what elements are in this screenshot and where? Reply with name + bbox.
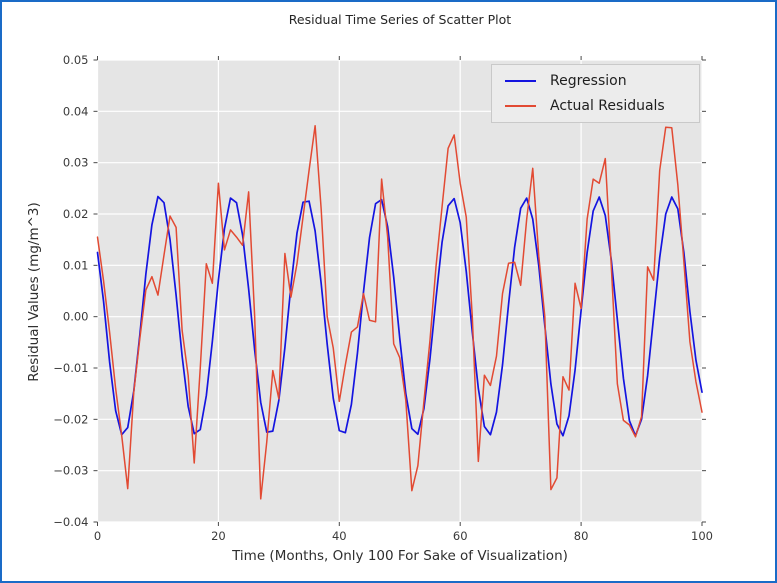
y-tick-label: −0.01	[53, 361, 88, 375]
plot-area	[97, 60, 702, 522]
y-tick-label: 0.02	[63, 207, 89, 221]
y-tick-label: 0.03	[63, 156, 89, 170]
legend-item-regression: Regression	[505, 73, 699, 89]
y-tick-label: 0.00	[63, 310, 89, 324]
x-tick-label: 100	[691, 529, 713, 543]
x-tick-label: 80	[574, 529, 589, 543]
x-tick-label: 40	[332, 529, 347, 543]
y-tick-label: 0.01	[63, 258, 89, 272]
x-tick-label: 60	[453, 529, 468, 543]
y-tick-label: 0.05	[63, 53, 89, 67]
x-axis-label: Time (Months, Only 100 For Sake of Visua…	[232, 548, 568, 564]
chart-title: Residual Time Series of Scatter Plot	[288, 12, 512, 27]
y-tick-label: −0.04	[53, 515, 88, 529]
legend-item-actual-residuals: Actual Residuals	[505, 98, 699, 114]
regression-line	[96, 195, 703, 437]
legend-label-regression: Regression	[550, 73, 627, 90]
y-tick-label: −0.03	[53, 464, 88, 478]
y-tick-label: −0.02	[53, 412, 88, 426]
actual-residuals-line-swatch	[505, 104, 536, 107]
y-axis-label: Residual Values (mg/m^3)	[26, 202, 42, 382]
regression-line-swatch	[505, 80, 536, 83]
y-tick-label: 0.04	[63, 104, 89, 118]
x-tick-label: 20	[211, 529, 226, 543]
legend: Regression Actual Residuals	[491, 64, 700, 123]
legend-label-actual-residuals: Actual Residuals	[550, 97, 665, 114]
actual-residuals-line	[96, 124, 703, 500]
x-tick-label: 0	[94, 529, 101, 543]
